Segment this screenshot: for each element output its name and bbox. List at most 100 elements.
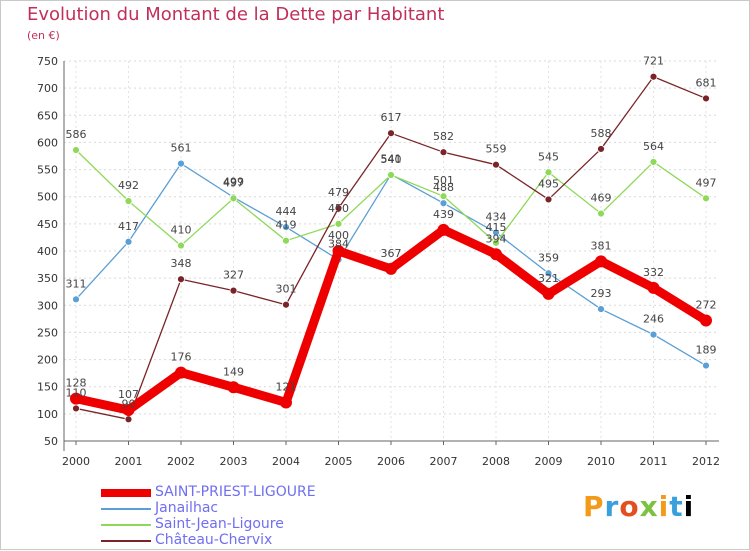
data-label: 272	[696, 298, 717, 311]
data-label: 128	[66, 377, 87, 390]
x-tick-label: 2003	[220, 455, 248, 468]
data-point	[597, 145, 605, 153]
legend-swatch	[101, 540, 151, 542]
data-point	[439, 192, 448, 201]
data-point	[490, 248, 502, 261]
x-tick-label: 2012	[692, 455, 720, 468]
data-point	[647, 281, 660, 294]
data-point	[229, 194, 238, 203]
data-point	[597, 305, 605, 313]
data-label: 559	[486, 143, 507, 156]
data-label: 497	[696, 176, 717, 189]
data-label: 586	[66, 128, 87, 141]
data-label: 564	[643, 140, 664, 153]
data-label: 189	[696, 344, 717, 357]
y-tick-label: 600	[37, 136, 58, 149]
data-label: 495	[538, 177, 559, 190]
data-label: 492	[118, 179, 139, 192]
data-point	[439, 199, 448, 208]
data-point	[334, 204, 343, 213]
x-tick-label: 2005	[325, 455, 353, 468]
data-label: 400	[328, 229, 349, 242]
data-label: 561	[171, 142, 192, 155]
data-point	[282, 300, 290, 309]
data-point	[124, 197, 133, 205]
data-point	[649, 330, 658, 339]
data-label: 488	[433, 181, 454, 194]
y-tick-label: 700	[37, 82, 58, 95]
data-point	[439, 148, 448, 157]
data-label: 540	[381, 153, 402, 166]
data-point	[280, 396, 292, 409]
x-tick-label: 2008	[482, 455, 510, 468]
chart-title: Evolution du Montant de la Dette par Hab…	[27, 4, 445, 25]
data-point	[122, 404, 135, 417]
data-label: 149	[223, 365, 244, 378]
data-point	[177, 241, 185, 250]
y-tick-label: 350	[37, 272, 58, 285]
data-label: 367	[381, 247, 402, 260]
data-point	[124, 415, 133, 424]
data-label: 176	[171, 351, 192, 364]
x-tick-label: 2010	[587, 455, 615, 468]
data-label: 501	[433, 174, 454, 187]
data-label: 394	[486, 232, 507, 245]
data-point	[702, 94, 710, 103]
data-point	[595, 255, 607, 268]
y-tick-label: 650	[37, 109, 58, 122]
data-label: 321	[538, 272, 559, 285]
y-tick-label: 550	[37, 164, 58, 177]
data-label: 434	[486, 211, 507, 224]
data-label: 444	[276, 205, 297, 218]
data-label: 479	[328, 186, 349, 199]
data-label: 499	[223, 175, 244, 188]
legend-label: Saint-Jean-Ligoure	[155, 516, 284, 532]
x-tick-label: 2000	[62, 455, 90, 468]
y-tick-label: 50	[44, 435, 58, 448]
x-tick-label: 2006	[377, 455, 405, 468]
x-tick-label: 2004	[272, 455, 300, 468]
data-point	[492, 238, 500, 247]
data-label: 332	[643, 266, 664, 279]
y-tick-label: 300	[37, 299, 58, 312]
y-tick-label: 500	[37, 191, 58, 204]
data-point	[175, 366, 187, 379]
x-tick-label: 2001	[115, 455, 143, 468]
data-point	[334, 219, 343, 228]
data-label: 121	[276, 380, 297, 393]
data-label: 419	[276, 219, 297, 232]
data-point	[70, 392, 82, 405]
data-label: 545	[538, 150, 559, 163]
data-point	[387, 171, 395, 179]
x-tick-label: 2002	[167, 455, 195, 468]
data-point	[387, 129, 395, 138]
data-label: 90	[122, 397, 136, 410]
data-point	[282, 236, 290, 245]
data-point	[542, 287, 555, 300]
data-point	[72, 146, 80, 154]
legend-label: SAINT-PRIEST-LIGOURE	[155, 484, 316, 500]
data-point	[544, 195, 553, 204]
data-label: 293	[591, 287, 612, 300]
chart-subtitle: (en €)	[27, 29, 60, 42]
data-point	[385, 262, 397, 275]
x-tick-label: 2009	[535, 455, 563, 468]
data-label: 381	[591, 239, 612, 252]
data-label: 417	[118, 220, 139, 233]
data-label: 582	[433, 130, 454, 143]
legend-label: Château-Chervix	[155, 532, 273, 548]
data-point	[177, 159, 185, 168]
data-label: 588	[591, 127, 612, 140]
data-point	[282, 223, 290, 232]
legend-swatch	[101, 508, 151, 510]
data-label: 721	[643, 55, 664, 68]
data-point	[72, 404, 80, 413]
data-label: 410	[171, 224, 192, 237]
data-point	[492, 160, 500, 169]
data-label: 541	[381, 152, 402, 165]
data-point	[437, 223, 450, 236]
data-point	[649, 72, 658, 81]
x-tick-label: 2007	[430, 455, 458, 468]
x-tick-label: 2011	[640, 455, 668, 468]
